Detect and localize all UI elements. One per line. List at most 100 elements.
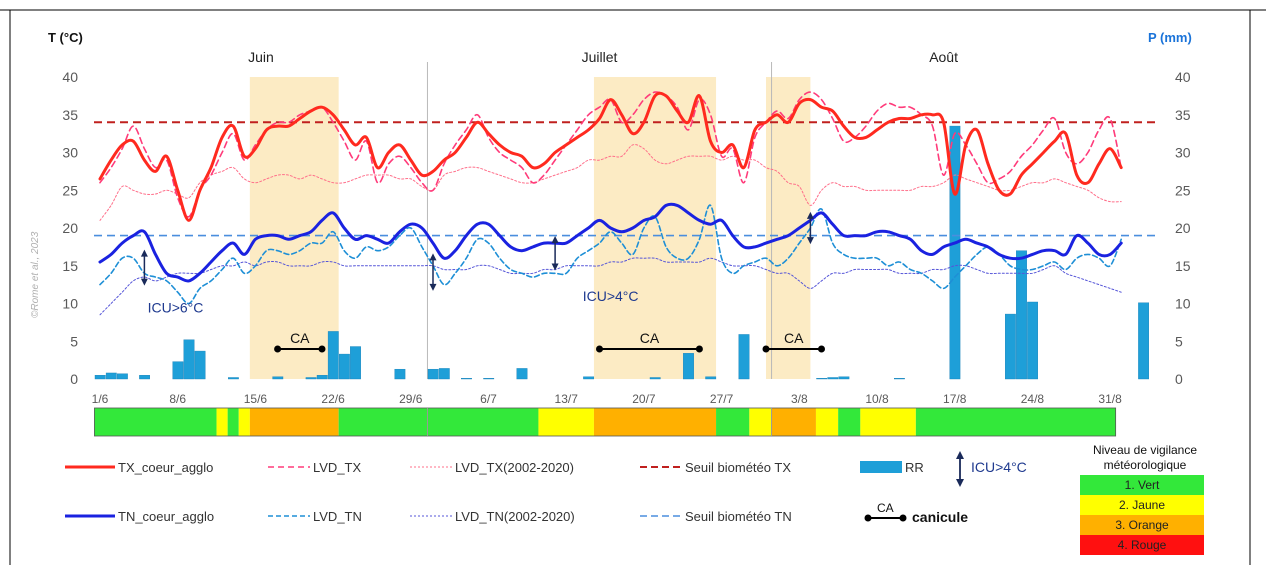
axes: 0 0 5 5 10 10 15 15 20 20 25 25 30 30 35 35 40 40 1/6 8/6 15…	[30, 49, 1191, 406]
legend-item-lvd-tx: LVD_TX	[268, 460, 361, 475]
legend-label-tx-coeur: TX_coeur_agglo	[118, 460, 213, 475]
icu-annotation: ICU>4°C	[583, 288, 639, 304]
vigilance-legend-box	[1080, 535, 1204, 555]
vigilance-segment	[593, 408, 717, 436]
vigilance-segment	[238, 408, 250, 436]
vigilance-segment	[227, 408, 239, 436]
x-tick-label: 3/8	[791, 392, 808, 406]
vigilance-segment	[538, 408, 594, 436]
rr-bar	[327, 331, 339, 380]
rr-bar	[94, 375, 106, 380]
icu-annotation: ICU>6°C	[148, 299, 204, 315]
legend-label-lvd-tx: LVD_TX	[313, 460, 361, 475]
y-right-label: P (mm)	[1148, 30, 1192, 45]
series-line-lvd-tn-2002-2020-	[99, 257, 1122, 316]
rr-bar	[139, 375, 150, 380]
vigilance-legend: Niveau de vigilance météorologique 1. Ve…	[1080, 443, 1204, 555]
month-label: Août	[929, 49, 958, 65]
y-left-tick-label: 20	[62, 220, 78, 236]
canicule-dot	[818, 345, 825, 353]
vigilance-legend-box	[1080, 515, 1204, 535]
rr-bar	[827, 377, 839, 380]
rr-bar	[105, 372, 117, 380]
icu-arrow-head	[551, 263, 559, 271]
vigilance-legend-box	[1080, 475, 1204, 495]
y-left-tick-label: 30	[62, 145, 78, 161]
y-left-tick-label: 10	[62, 296, 78, 312]
legend-item-canicule: CA canicule	[864, 501, 968, 525]
x-tick-label: 29/6	[399, 392, 423, 406]
legend-label-seuil-tn: Seuil biométéo TN	[685, 509, 792, 524]
rr-bar	[583, 376, 595, 380]
rr-bar	[227, 377, 239, 380]
icu-arrow-head	[806, 237, 814, 245]
series-lines	[98, 91, 1123, 316]
canicule-dot	[762, 345, 770, 353]
x-tick-label: 27/7	[710, 392, 734, 406]
x-tick-label: 24/8	[1021, 392, 1045, 406]
heatwave-band-1	[249, 77, 339, 379]
vigilance-segment	[716, 408, 750, 436]
y-right-tick-label: 0	[1175, 371, 1183, 387]
legend-label-lvd-tn: LVD_TN	[313, 509, 362, 524]
rr-bar	[394, 368, 406, 380]
vigilance-legend-label: 3. Orange	[1115, 518, 1169, 532]
vigilance-segment	[216, 408, 228, 436]
vigilance-segment	[815, 408, 839, 436]
vigilance-legend-label: 4. Rouge	[1118, 538, 1167, 552]
vigilance-segment	[749, 408, 772, 436]
x-tick-label: 15/6	[244, 392, 268, 406]
icu-arrow-head	[140, 278, 148, 286]
rr-bar	[172, 361, 184, 380]
legend-item-lvd-tn-clim: LVD_TN(2002-2020)	[410, 509, 575, 524]
y-left-tick-label: 0	[70, 371, 78, 387]
rr-bar	[1138, 302, 1150, 380]
vigilance-legend-boxes: 1. Vert 2. Jaune 3. Orange 4. Rouge	[1080, 475, 1204, 555]
canicule-dot	[274, 345, 282, 353]
y-right-tick-label: 35	[1175, 107, 1191, 123]
legend-item-seuil-tx: Seuil biométéo TX	[640, 460, 791, 475]
vigilance-strip	[94, 407, 1117, 437]
rr-bars	[94, 125, 1150, 380]
x-tick-label: 31/8	[1098, 392, 1122, 406]
rr-bar	[316, 375, 328, 380]
rr-bar	[738, 334, 750, 380]
series-line-tx-coeur-agglo	[98, 91, 1123, 222]
y-left-tick-label: 35	[62, 107, 78, 123]
legend-label-canicule: canicule	[912, 509, 968, 525]
y-right-tick-label: 20	[1175, 220, 1191, 236]
legend-label-ca: CA	[877, 501, 894, 515]
x-tick-label: 13/7	[555, 392, 579, 406]
x-tick-label: 1/6	[92, 392, 109, 406]
canicule-label: CA	[290, 330, 310, 346]
rr-bar	[1005, 313, 1016, 380]
rr-bar	[183, 339, 195, 380]
vigilance-segment	[860, 408, 916, 436]
canicule-dot	[596, 345, 603, 353]
vigilance-segment	[915, 408, 1116, 436]
rr-bar	[116, 373, 128, 380]
rr-bar	[305, 377, 317, 380]
rr-bar	[438, 368, 450, 380]
vigilance-strip-border	[94, 407, 1117, 437]
icu-arrow-head	[429, 253, 437, 261]
legend: TX_coeur_agglo LVD_TX LVD_TX(2002-2020) …	[65, 451, 1027, 525]
month-label: Juillet	[582, 49, 618, 65]
legend-label-icu: ICU>4°C	[971, 459, 1027, 475]
icu-arrow-head	[140, 249, 148, 257]
legend-label-rr: RR	[905, 460, 924, 475]
x-tick-label: 10/8	[865, 392, 889, 406]
rr-bar	[194, 350, 206, 380]
vigilance-segment	[838, 408, 861, 436]
series-line-tn-coeur-agglo	[98, 202, 1123, 283]
rr-bar	[649, 377, 661, 380]
watermark-text: ©Rome et al., 2023	[30, 231, 41, 318]
rr-bar	[816, 378, 828, 380]
vigilance-segment	[771, 408, 816, 436]
rr-bar	[483, 378, 495, 380]
y-left-tick-label: 40	[62, 69, 78, 85]
rr-bar	[1016, 250, 1027, 380]
month-label: Juin	[248, 49, 274, 65]
legend-label-seuil-tx: Seuil biométéo TX	[685, 460, 791, 475]
rr-bar	[1027, 301, 1039, 380]
